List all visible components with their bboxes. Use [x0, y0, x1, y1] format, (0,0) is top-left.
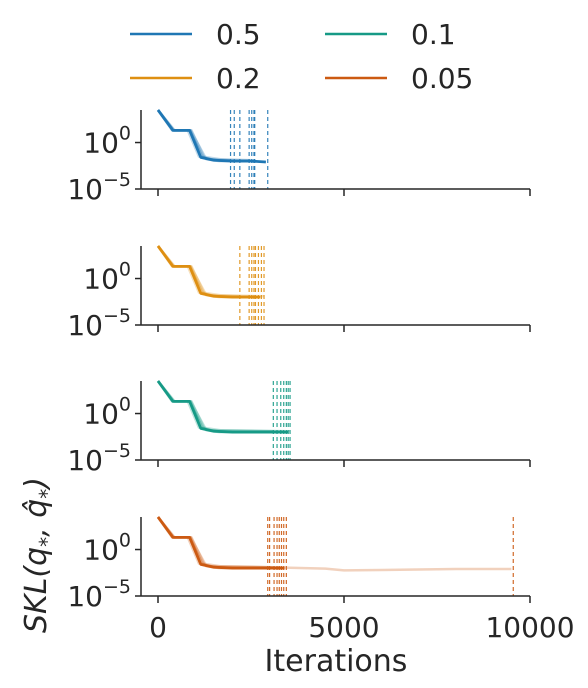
- series-line: [156, 245, 261, 299]
- x-tick-labels: 0 5000 10000: [149, 611, 574, 644]
- legend-label-0.2: 0.2: [216, 62, 261, 95]
- series-run-line: [156, 245, 253, 298]
- legend-label-0.1: 0.1: [411, 18, 456, 51]
- legend-label-0.05: 0.05: [411, 62, 473, 95]
- x-tick-label: 10000: [485, 611, 574, 644]
- series-line: [156, 380, 289, 434]
- y-tick-label: 100: [83, 123, 131, 160]
- y-axis-label: SKL(q*, q̂*): [19, 477, 59, 633]
- series-line: [156, 516, 285, 570]
- legend: 0.5 0.1 0.2 0.05: [130, 18, 473, 95]
- series-run-line: [157, 516, 270, 570]
- y-tick-label: 100: [83, 394, 131, 431]
- y-tick-label: 10−5: [67, 169, 131, 206]
- series-run-line: [157, 245, 250, 299]
- series-run-line: [157, 380, 291, 433]
- panel-0.5: 100 10−5: [67, 109, 531, 206]
- panel-0.2: 100 10−5: [67, 245, 531, 342]
- panels: 100 10−5 100 10−5 100 10−5 100 10−5: [67, 109, 531, 613]
- series-run-line: [157, 516, 512, 572]
- series-run-line: [157, 380, 281, 434]
- panel-0.1: 100 10−5: [67, 380, 531, 477]
- x-axis-label: Iterations: [265, 644, 408, 679]
- series-run-line: [157, 109, 253, 162]
- y-tick-label: 10−5: [67, 576, 131, 613]
- x-tick-label: 5000: [308, 611, 379, 644]
- series-line: [156, 109, 266, 164]
- series-run-line: [157, 380, 277, 434]
- series-run-line: [156, 516, 274, 569]
- panel-0.05: 100 10−5: [67, 516, 531, 613]
- y-tick-label: 100: [83, 530, 131, 567]
- series-run-line: [157, 245, 265, 298]
- y-tick-label: 10−5: [67, 440, 131, 477]
- series-run-line: [157, 516, 279, 570]
- series-run-line: [156, 380, 285, 433]
- y-tick-label: 100: [83, 259, 131, 296]
- series-run-line: [156, 516, 283, 569]
- y-tick-label: 10−5: [67, 305, 131, 342]
- x-tick-label: 0: [149, 611, 167, 644]
- legend-label-0.5: 0.5: [216, 18, 261, 51]
- series-run-line: [156, 380, 274, 433]
